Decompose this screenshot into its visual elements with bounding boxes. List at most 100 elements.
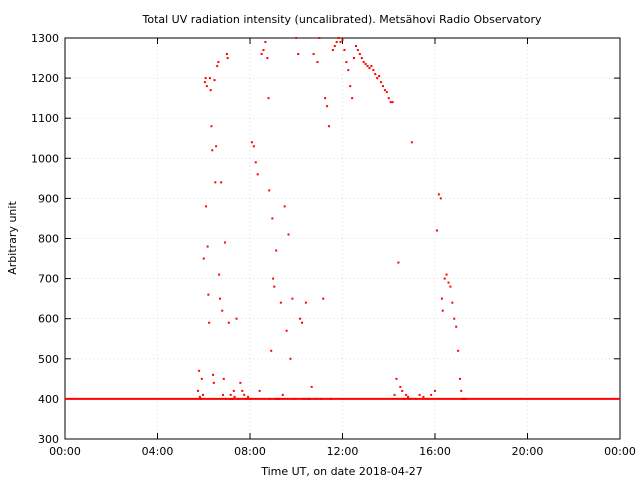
data-point xyxy=(273,285,276,288)
data-point xyxy=(221,309,224,312)
data-point xyxy=(430,393,433,396)
data-point xyxy=(383,89,386,92)
x-axis: 00:00 04:00 08:00 12:00 16:00 20:00 00:00 xyxy=(49,38,636,458)
data-point xyxy=(208,77,211,80)
data-point xyxy=(356,49,359,52)
data-point xyxy=(274,397,277,400)
data-point xyxy=(264,41,267,44)
data-point xyxy=(207,293,210,296)
data-point xyxy=(231,397,234,400)
data-point xyxy=(341,39,344,42)
data-point xyxy=(225,53,228,56)
data-point xyxy=(368,67,371,70)
data-point xyxy=(205,205,208,208)
data-point xyxy=(277,397,280,400)
data-point xyxy=(211,149,214,152)
data-point xyxy=(320,397,323,400)
data-point xyxy=(395,377,398,380)
data-point xyxy=(426,397,429,400)
data-point xyxy=(389,101,392,104)
data-point xyxy=(260,53,263,56)
data-point xyxy=(366,65,369,68)
data-point xyxy=(228,397,231,400)
data-point xyxy=(331,49,334,52)
data-point xyxy=(447,281,450,284)
data-point xyxy=(345,61,348,64)
data-point xyxy=(208,321,211,324)
data-point xyxy=(222,377,225,380)
data-point xyxy=(333,45,336,48)
data-point xyxy=(201,393,204,396)
data-point xyxy=(435,229,438,232)
data-point xyxy=(418,393,421,396)
data-point xyxy=(304,301,307,304)
data-point xyxy=(243,393,246,396)
data-point xyxy=(241,389,244,392)
data-point xyxy=(434,389,436,392)
data-point xyxy=(360,57,363,60)
x-tick-label: 20:00 xyxy=(512,445,544,458)
data-point xyxy=(407,395,410,398)
y-axis: 300 400 500 600 700 800 900 1000 1100 1200 1300 xyxy=(31,32,620,446)
data-point xyxy=(464,397,467,400)
data-point xyxy=(205,85,208,88)
data-point xyxy=(453,317,456,320)
y-tick-label: 1200 xyxy=(31,72,59,85)
grid xyxy=(65,38,620,439)
data-point xyxy=(216,65,219,68)
data-point xyxy=(337,37,340,39)
data-point xyxy=(218,297,221,300)
data-point xyxy=(328,125,331,128)
data-point xyxy=(218,273,221,276)
data-point xyxy=(220,181,223,184)
data-point xyxy=(250,141,253,144)
data-point xyxy=(226,57,229,60)
data-point xyxy=(233,395,236,398)
data-point xyxy=(445,273,448,276)
data-point xyxy=(335,41,338,44)
data-point xyxy=(343,49,346,52)
data-point xyxy=(354,45,357,48)
x-tick-label: 12:00 xyxy=(327,445,359,458)
data-points xyxy=(196,37,467,400)
data-point xyxy=(283,205,286,208)
data-point xyxy=(227,321,230,324)
data-point xyxy=(232,389,235,392)
data-point xyxy=(441,309,444,312)
data-point xyxy=(281,393,284,396)
data-point xyxy=(301,321,304,324)
data-point xyxy=(289,357,292,360)
data-point xyxy=(457,349,460,352)
data-point xyxy=(256,173,259,176)
data-point xyxy=(451,301,454,304)
data-point xyxy=(455,325,458,328)
y-tick-label: 900 xyxy=(38,192,59,205)
data-point xyxy=(322,297,325,300)
data-point xyxy=(318,37,321,39)
data-point xyxy=(414,397,417,400)
chart-title: Total UV radiation intensity (uncalibrat… xyxy=(142,13,542,26)
data-point xyxy=(271,217,274,220)
data-point xyxy=(258,389,261,392)
data-point xyxy=(370,65,373,68)
data-point xyxy=(347,69,350,72)
data-point xyxy=(391,101,394,104)
data-point xyxy=(202,257,205,260)
data-point xyxy=(198,369,201,372)
data-point xyxy=(287,233,290,236)
data-point xyxy=(262,49,265,52)
data-point xyxy=(308,397,311,400)
data-point xyxy=(212,373,214,376)
data-point xyxy=(212,381,215,384)
data-point xyxy=(217,61,220,64)
data-point xyxy=(235,317,238,320)
data-point xyxy=(213,79,216,82)
data-point xyxy=(302,397,305,400)
data-point xyxy=(279,301,282,304)
data-point xyxy=(293,397,296,400)
y-tick-label: 400 xyxy=(38,393,59,406)
data-point xyxy=(460,389,463,392)
y-tick-label: 1000 xyxy=(31,152,59,165)
data-point xyxy=(215,145,218,148)
data-point xyxy=(198,395,201,398)
